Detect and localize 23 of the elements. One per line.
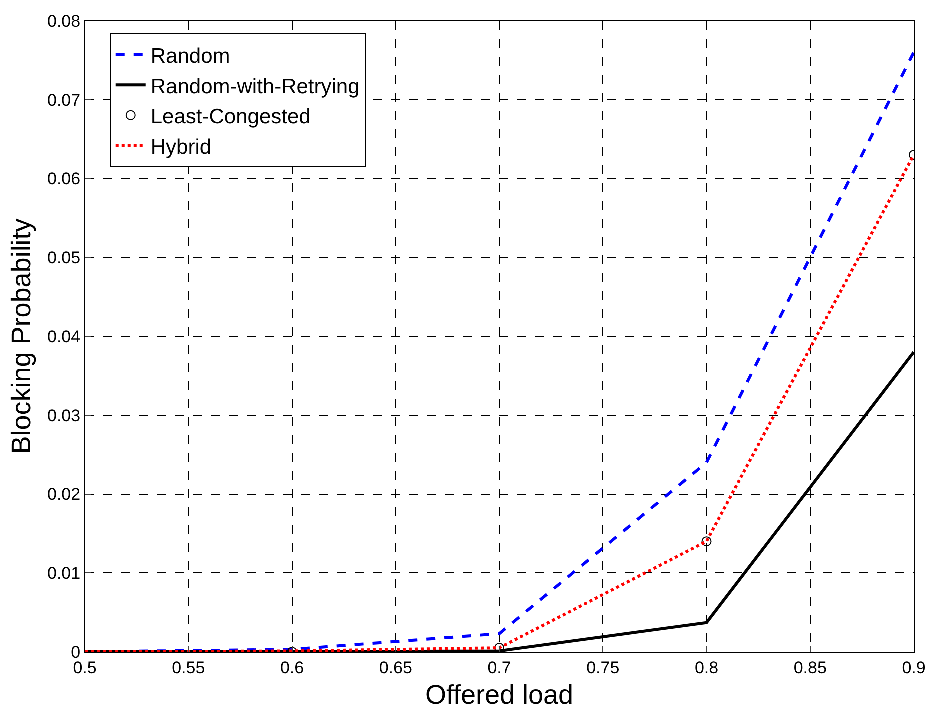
x-tick-label: 0.9 [902, 658, 926, 678]
y-tick-label: 0.02 [48, 485, 81, 504]
x-tick-label: 0.6 [280, 658, 304, 678]
y-tick-label: 0.05 [48, 248, 81, 268]
y-tick-label: 0.06 [48, 170, 81, 189]
x-tick-label: 0.75 [586, 658, 620, 678]
legend-label: Random-with-Retrying [150, 75, 360, 98]
y-tick-label: 0.04 [48, 327, 81, 346]
y-tick-label: 0.01 [48, 564, 81, 584]
x-axis-title: Offered load [425, 680, 574, 710]
y-tick-label: 0.07 [48, 90, 81, 110]
y-tick-label: 0.08 [48, 12, 81, 31]
x-tick-label: 0.65 [379, 658, 412, 678]
y-axis-title: Blocking Probability [6, 218, 37, 454]
point [702, 536, 712, 547]
x-tick-label: 0.55 [172, 658, 206, 678]
x-tick-label: 0.7 [488, 658, 512, 678]
legend-label: Random [150, 44, 230, 68]
x-tick-label: 0.85 [794, 658, 827, 678]
y-tick-label: 0.03 [48, 406, 81, 426]
legend-label: Least-Congested [150, 106, 311, 129]
legend-label: Hybrid [150, 136, 212, 159]
x-tick-label: 0.8 [694, 658, 719, 678]
